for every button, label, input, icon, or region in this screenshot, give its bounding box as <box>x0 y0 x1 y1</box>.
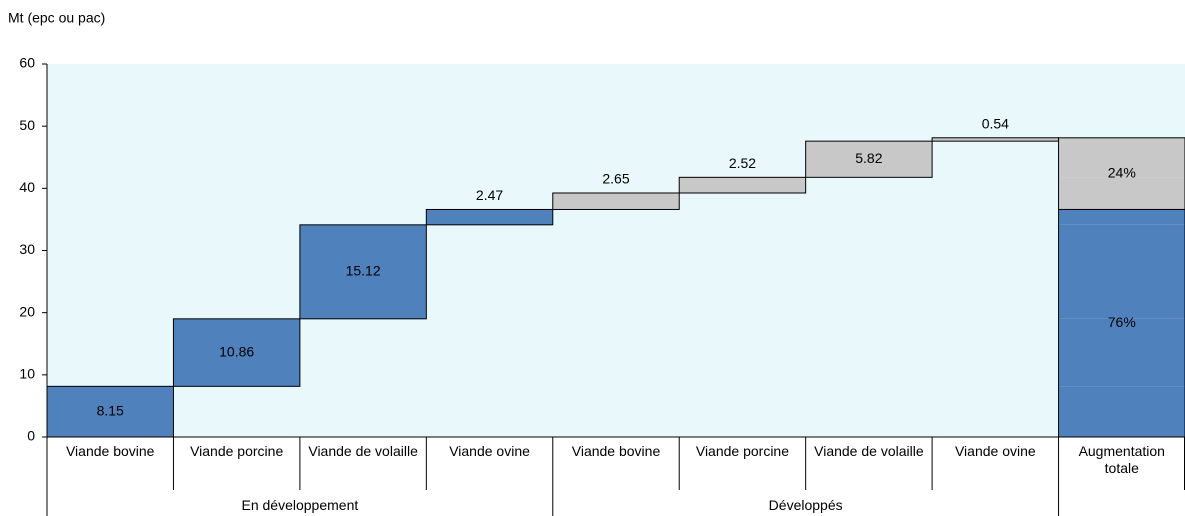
total-label: 24% <box>1108 164 1136 180</box>
y-axis-label: Mt (epc ou pac) <box>8 10 105 26</box>
total-segment <box>1058 224 1185 319</box>
x-tick-label: Viande bovine <box>65 443 155 459</box>
total-label: 76% <box>1108 314 1136 330</box>
value-label: 10.86 <box>219 343 254 359</box>
value-label: 15.12 <box>346 263 381 279</box>
bar <box>299 224 427 320</box>
y-tick-label: 30 <box>19 241 35 257</box>
y-tick-label: 60 <box>19 55 35 71</box>
bar <box>425 208 554 226</box>
total-segment <box>1058 209 1185 225</box>
bar <box>678 176 807 194</box>
x-tick-label: Viande de volaille <box>308 443 418 459</box>
value-label: 2.47 <box>476 187 503 203</box>
total-segment <box>1058 192 1185 210</box>
bar <box>552 192 680 210</box>
group-label: Développés <box>768 497 843 513</box>
total-segment <box>1058 141 1185 178</box>
x-tick-label: Viande porcine <box>190 443 284 459</box>
value-label: 2.65 <box>602 171 629 187</box>
total-segment <box>1058 386 1185 437</box>
total-segment <box>1058 137 1185 142</box>
bar <box>931 137 1060 142</box>
x-tick-label: Viande de volaille <box>814 443 924 459</box>
x-tick-label: Viande porcine <box>695 443 790 459</box>
x-tick-label: Viande bovine <box>571 443 661 459</box>
value-label: 8.15 <box>97 402 124 418</box>
bar <box>46 385 174 438</box>
x-tick-label: Augmentation totale <box>1078 443 1165 476</box>
value-label: 5.82 <box>855 150 882 166</box>
bar <box>172 318 301 387</box>
total-segment <box>1058 318 1185 387</box>
total-segment <box>1058 177 1185 193</box>
y-tick-label: 10 <box>19 366 35 382</box>
x-tick-label: Viande ovine <box>954 443 1036 459</box>
y-tick-label: 20 <box>19 303 35 319</box>
x-tick-label: Viande ovine <box>449 443 530 459</box>
y-tick-label: 0 <box>27 428 35 444</box>
group-label: En développement <box>241 497 359 513</box>
value-label: 2.52 <box>729 155 756 171</box>
y-tick-label: 40 <box>19 179 35 195</box>
y-tick-label: 50 <box>19 117 35 133</box>
value-label: 0.54 <box>982 115 1009 131</box>
bar <box>805 140 933 178</box>
